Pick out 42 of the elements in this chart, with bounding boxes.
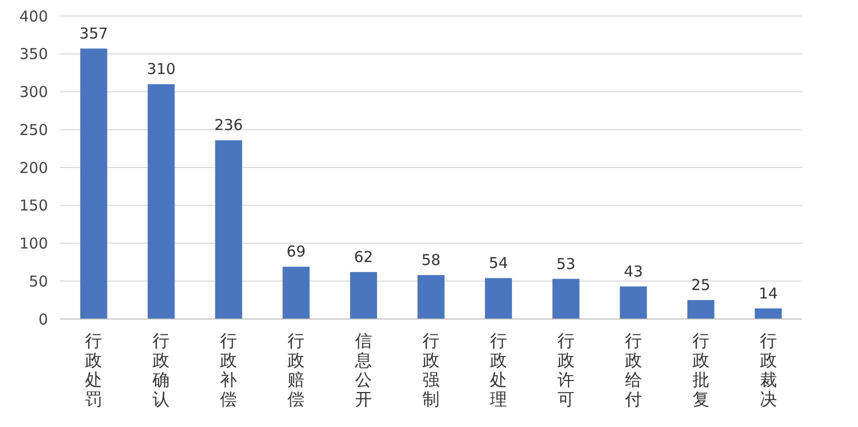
bar xyxy=(484,278,512,319)
x-tick-label: 信息公开 xyxy=(354,331,372,410)
y-tick-label: 350 xyxy=(19,45,48,64)
bar xyxy=(215,140,242,319)
data-label: 62 xyxy=(354,248,374,266)
y-tick-label: 200 xyxy=(19,158,48,177)
bar xyxy=(754,308,782,319)
bar xyxy=(350,272,378,319)
x-tick-label: 行政确认 xyxy=(152,331,170,410)
x-tick-label: 行政给付 xyxy=(624,331,642,410)
y-tick-label: 250 xyxy=(19,120,48,139)
data-label: 54 xyxy=(488,254,508,272)
data-label: 310 xyxy=(146,60,176,78)
y-tick-label: 300 xyxy=(19,83,48,101)
x-tick-label: 行政许可 xyxy=(557,331,574,410)
y-tick-label: 100 xyxy=(19,234,48,252)
x-tick-label: 行政裁决 xyxy=(760,331,777,410)
data-label: 236 xyxy=(214,116,243,134)
bar xyxy=(418,275,444,319)
data-label: 69 xyxy=(286,242,306,261)
bar xyxy=(687,300,714,319)
y-tick-label: 0 xyxy=(38,310,48,328)
data-label: 43 xyxy=(624,262,643,280)
bar xyxy=(552,278,580,319)
bar xyxy=(620,286,647,319)
y-tick-label: 50 xyxy=(28,272,48,290)
bar xyxy=(80,48,108,319)
x-tick-label: 行政赔偿 xyxy=(288,331,305,410)
bar xyxy=(148,84,175,319)
data-label: 357 xyxy=(79,24,108,43)
y-tick-label: 400 xyxy=(19,7,48,26)
x-tick-label: 行政补偿 xyxy=(220,331,238,410)
bar xyxy=(282,266,310,319)
x-tick-label: 行政处罚 xyxy=(85,331,102,410)
x-tick-label: 行政强制 xyxy=(422,331,440,410)
x-tick-label: 行政处理 xyxy=(490,331,507,410)
data-label: 25 xyxy=(691,276,710,294)
x-tick-label: 行政批复 xyxy=(692,331,710,410)
y-tick-label: 150 xyxy=(19,196,48,215)
data-label: 14 xyxy=(758,284,778,302)
data-label: 53 xyxy=(556,254,576,273)
data-label: 58 xyxy=(421,251,441,270)
